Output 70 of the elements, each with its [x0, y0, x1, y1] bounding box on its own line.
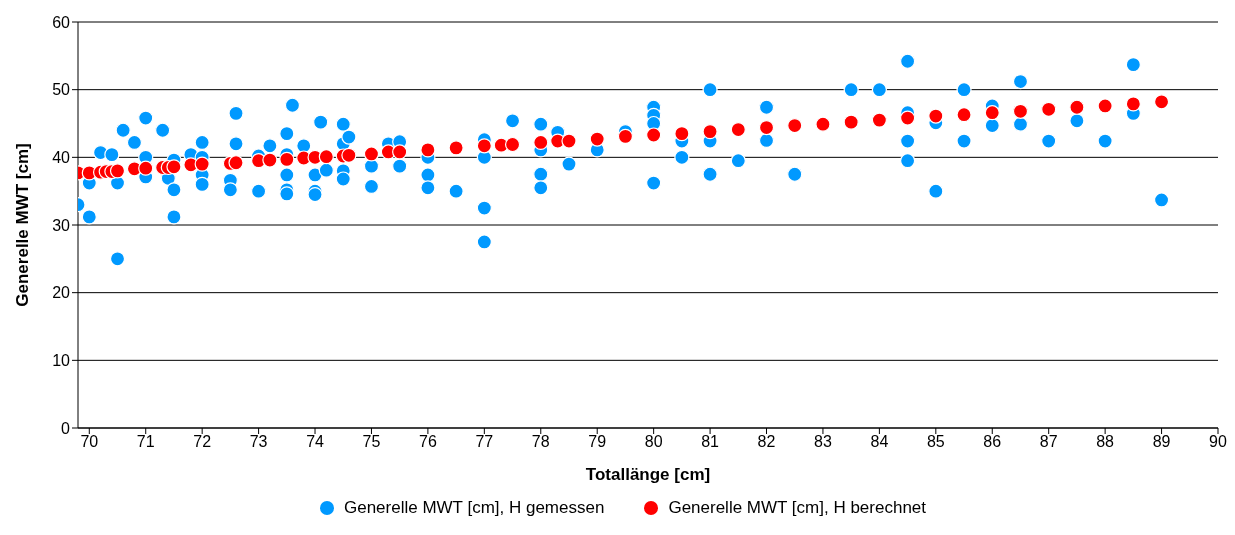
point [928, 108, 944, 124]
point [702, 124, 718, 140]
point [1125, 96, 1141, 112]
point [279, 151, 295, 167]
point [1153, 94, 1170, 110]
y-tick-label: 20 [52, 284, 71, 302]
x-tick-label: 90 [1209, 433, 1227, 451]
point [956, 107, 972, 123]
x-tick-label: 85 [926, 433, 945, 451]
point [476, 138, 492, 154]
point [318, 149, 334, 165]
point [194, 156, 210, 172]
point [138, 160, 154, 176]
point [561, 133, 577, 149]
point [674, 126, 690, 142]
x-tick-label: 88 [1096, 433, 1115, 451]
x-tick-label: 77 [475, 433, 494, 451]
y-tick-label: 30 [52, 216, 71, 234]
x-tick-label: 80 [644, 433, 663, 451]
point [392, 144, 408, 160]
x-tick-label: 79 [588, 433, 607, 451]
x-tick-label: 76 [419, 433, 437, 451]
point [504, 136, 521, 153]
y-tick-label: 0 [61, 419, 71, 437]
point [228, 155, 244, 171]
point [900, 110, 916, 126]
x-tick-label: 89 [1152, 433, 1171, 451]
point [1069, 99, 1085, 115]
point [984, 105, 1000, 121]
x-tick-label: 74 [306, 433, 325, 451]
x-tick-label: 78 [531, 433, 550, 451]
point [1041, 101, 1057, 117]
x-tick-label: 83 [814, 433, 832, 451]
x-tick-label: 71 [136, 433, 155, 451]
x-tick-label: 81 [701, 433, 720, 451]
point [758, 119, 775, 136]
y-tick-label: 40 [52, 149, 71, 167]
legend-label: Generelle MWT [cm], H berechnet [668, 498, 927, 518]
point [730, 121, 746, 138]
point [589, 131, 605, 147]
x-tick-label: 73 [249, 433, 268, 451]
x-tick-label: 82 [757, 433, 776, 451]
x-axis-title: Totallänge [cm] [585, 465, 711, 484]
x-tick-label: 75 [362, 433, 381, 451]
point [341, 147, 357, 163]
x-tick-label: 70 [80, 433, 99, 451]
point [1097, 98, 1113, 114]
x-tick-label: 84 [870, 433, 889, 451]
x-tick-label: 86 [983, 433, 1002, 451]
point [166, 159, 182, 175]
point [448, 140, 464, 156]
point [1012, 103, 1029, 119]
point [420, 142, 436, 158]
point [533, 134, 549, 151]
point [815, 116, 831, 132]
point [646, 127, 662, 143]
y-tick-label: 60 [52, 13, 71, 31]
legend-label: Generelle MWT [cm], H gemessen [343, 498, 605, 518]
point [262, 152, 278, 168]
point [109, 163, 126, 179]
x-tick-label: 72 [193, 433, 212, 451]
point [843, 114, 859, 130]
point [617, 128, 634, 144]
point [363, 146, 380, 162]
x-tick-label: 87 [1039, 433, 1058, 451]
y-tick-label: 10 [52, 352, 71, 370]
y-tick-label: 50 [52, 81, 71, 99]
point [871, 112, 887, 128]
y-axis-title: Generelle MWT [cm] [13, 143, 33, 307]
point [787, 117, 803, 134]
